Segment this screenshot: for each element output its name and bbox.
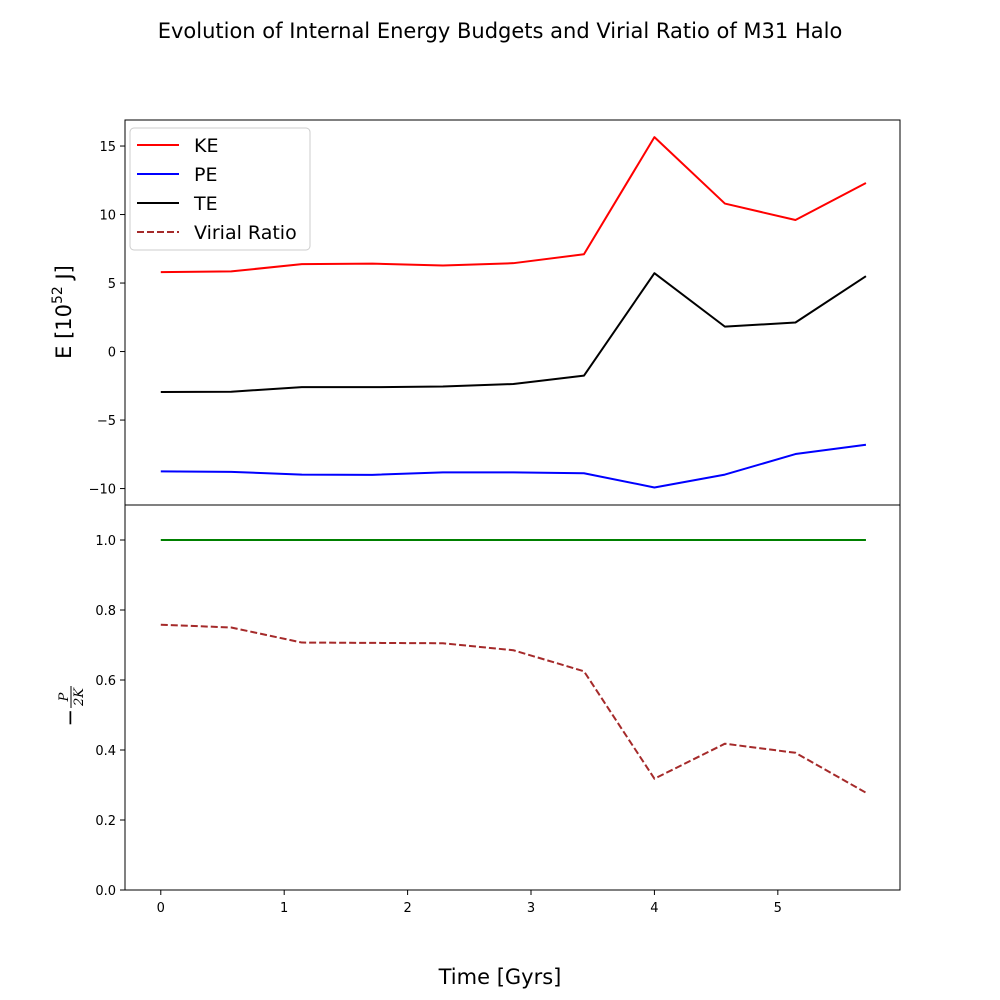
energy-y-axis-label-prefix: E [10 — [52, 304, 76, 359]
virial-line-virial-ratio — [160, 623, 867, 794]
virial-y-axis-label-denominator: 2K — [72, 687, 87, 707]
time-x-tick-label: 5 — [774, 901, 782, 916]
virial-y-axis-label: − P 2K — [57, 686, 87, 727]
legend-label-ke: KE — [194, 135, 218, 157]
energy-line-te — [160, 272, 867, 393]
time-x-tick-label: 3 — [527, 901, 535, 916]
virial-y-axis-label-numerator: P — [57, 692, 72, 702]
energy-y-axis-label: E [1052 J] — [50, 265, 76, 359]
energy-y-axis-label-exponent: 52 — [50, 286, 66, 304]
time-x-ticks: 0 1 2 3 4 5 — [157, 890, 782, 916]
energy-line-ke — [160, 136, 867, 274]
legend-items: KE PE TE Virial Ratio — [137, 135, 297, 244]
time-x-tick-label: 1 — [280, 901, 288, 916]
energy-y-tick-label: 0 — [108, 346, 116, 361]
time-x-tick-label: 0 — [157, 901, 165, 916]
legend-box — [129, 127, 311, 251]
legend-label-te: TE — [193, 193, 218, 215]
energy-y-tick-label: 15 — [99, 140, 116, 155]
legend-label-virial-ratio: Virial Ratio — [194, 222, 297, 244]
energy-y-tick-label: 10 — [99, 209, 116, 224]
energy-y-axis-label-suffix: J] — [52, 265, 76, 286]
figure-x-axis-label: Time [Gyrs] — [438, 965, 562, 989]
virial-y-axis-label-minus: − — [58, 709, 82, 727]
virial-panel: 0.0 0.2 0.4 0.6 0.8 1.0 0 1 2 3 4 5 − P 2K — [57, 504, 901, 916]
virial-y-tick-label: 0.2 — [95, 814, 116, 829]
legend: KE PE TE Virial Ratio — [129, 127, 311, 251]
virial-y-ticks: 0.0 0.2 0.4 0.6 0.8 1.0 — [95, 534, 125, 899]
virial-y-tick-label: 1.0 — [95, 534, 116, 549]
virial-series-lines — [160, 539, 867, 794]
energy-y-tick-label: −5 — [97, 414, 116, 429]
energy-y-tick-label: −10 — [89, 483, 116, 498]
virial-y-tick-label: 0.8 — [95, 604, 116, 619]
virial-y-tick-label: 0.6 — [95, 674, 116, 689]
energy-y-ticks: −10 −5 0 5 10 15 — [89, 140, 125, 498]
virial-y-tick-label: 0.0 — [95, 884, 116, 899]
time-x-tick-label: 2 — [403, 901, 411, 916]
virial-panel-frame — [124, 504, 901, 891]
figure-title: Evolution of Internal Energy Budgets and… — [158, 19, 843, 43]
time-x-tick-label: 4 — [650, 901, 658, 916]
virial-y-tick-label: 0.4 — [95, 744, 116, 759]
energy-line-pe — [160, 443, 867, 489]
energy-panel: −10 −5 0 5 10 15 E [1052 J] KE PE TE Virial Rati… — [50, 119, 901, 506]
energy-series-lines — [160, 136, 867, 489]
legend-label-pe: PE — [194, 164, 217, 186]
energy-y-tick-label: 5 — [108, 277, 116, 292]
